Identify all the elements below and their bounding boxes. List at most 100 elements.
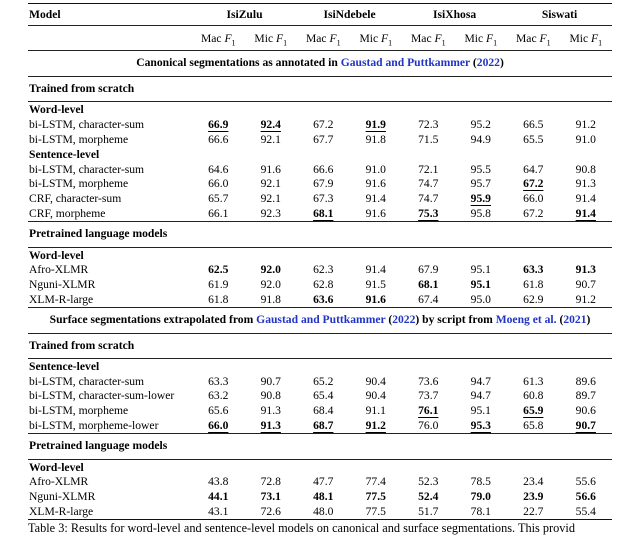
score-cell: 95.5	[470, 162, 491, 176]
score-cell: 66.0	[208, 418, 229, 432]
f1-symbol: F	[381, 31, 389, 45]
subhead-row: Sentence-level	[28, 359, 612, 375]
score-cell: 67.7	[313, 132, 334, 146]
score-cell: 65.4	[313, 389, 334, 403]
model-label: bi-LSTM, character-sum	[29, 117, 145, 131]
score-cell: 66.6	[208, 132, 229, 146]
score-cell: 91.8	[260, 292, 281, 306]
section-band-text: (	[470, 56, 477, 70]
score-cell: 48.1	[313, 490, 334, 504]
score-cell: 67.2	[313, 117, 334, 131]
score-cell: 90.4	[365, 374, 386, 388]
column-header-mic-f1: Mic F1	[254, 31, 288, 47]
column-header-mic-f1: Mic F1	[464, 31, 498, 47]
score-cell: 95.2	[470, 117, 491, 131]
score-cell: 77.5	[365, 504, 386, 518]
table-row: Afro-XLMR 43.8 72.8 47.7 77.4 52.3 78.5 23.4 55.…	[28, 475, 612, 490]
group-subheading: Word-level	[29, 248, 84, 262]
model-label: XLM-R-large	[29, 504, 94, 518]
subhead-row: Word-level	[28, 459, 612, 475]
score-cell: 63.2	[208, 389, 229, 403]
table-figure: Model IsiZulu IsiNdebele IsiXhosa Siswati Mac…	[28, 3, 613, 521]
citation-link[interactable]: Gaustad and Puttkammer	[340, 56, 470, 70]
model-label: Afro-XLMR	[29, 475, 89, 489]
column-header-language-isizulu: IsiZulu	[226, 8, 263, 21]
table-row: bi-LSTM, morpheme 66.0 92.1 67.9 91.6 74.7 95.…	[28, 177, 612, 192]
column-header-mac-f1: Mac F1	[305, 31, 341, 47]
model-label: bi-LSTM, character-sum	[29, 162, 145, 176]
column-header-mac-f1: Mac F1	[516, 31, 551, 47]
score-cell: 91.4	[365, 263, 386, 277]
score-cell: 91.8	[365, 132, 386, 146]
score-cell: 64.6	[208, 162, 229, 176]
score-cell: 65.7	[208, 191, 229, 205]
score-cell: 62.5	[208, 263, 229, 277]
section-band: Surface segmentations extrapolated from …	[28, 308, 612, 334]
score-cell: 92.0	[260, 263, 281, 277]
score-cell: 91.6	[365, 177, 386, 191]
score-cell: 68.1	[313, 206, 334, 220]
score-cell: 91.6	[365, 292, 386, 306]
score-cell: 95.1	[470, 263, 491, 277]
score-cell: 91.9	[365, 117, 386, 131]
section-band-text: )	[499, 56, 504, 70]
group-subheading: Word-level	[29, 103, 84, 117]
score-cell: 65.8	[523, 418, 544, 432]
citation-link[interactable]: Moeng et al.	[495, 313, 557, 327]
score-cell: 95.7	[470, 177, 491, 191]
citation-link[interactable]: 2022	[476, 56, 500, 70]
score-cell: 61.9	[208, 277, 229, 291]
score-cell: 63.3	[523, 263, 544, 277]
score-cell: 77.5	[365, 490, 386, 504]
score-cell: 68.1	[418, 277, 439, 291]
f1-symbol: F	[329, 31, 337, 45]
table-header: Model IsiZulu IsiNdebele IsiXhosa Siswati Mac…	[28, 4, 613, 51]
model-label: bi-LSTM, morpheme	[29, 132, 129, 146]
group-subheading: Sentence-level	[29, 360, 100, 374]
citation-link[interactable]: 2022	[392, 313, 416, 327]
band-center-row: Canonical segmentations as annotated in …	[28, 50, 613, 77]
citation-link[interactable]: 2021	[563, 313, 587, 327]
f1-symbol: F	[591, 31, 599, 45]
subsection-band: Pretrained language models	[29, 439, 168, 453]
section-band-text: Surface segmentations extrapolated from	[49, 313, 257, 327]
score-cell: 95.3	[470, 418, 491, 432]
band-left-row: Trained from scratch	[28, 76, 613, 102]
score-cell: 91.2	[575, 117, 596, 131]
citation-link[interactable]: Gaustad and Puttkammer	[256, 313, 386, 327]
score-cell: 95.1	[470, 277, 491, 291]
model-label: Nguni-XLMR	[29, 490, 96, 504]
score-cell: 91.6	[365, 206, 386, 220]
score-cell: 23.9	[523, 490, 544, 504]
score-cell: 61.8	[208, 292, 229, 306]
model-label: bi-LSTM, morpheme	[29, 177, 129, 191]
column-header-mic-f1: Mic F1	[359, 31, 393, 47]
score-cell: 66.9	[208, 117, 229, 131]
score-cell: 89.7	[575, 389, 596, 403]
subhead-row: Word-level	[28, 247, 612, 263]
score-cell: 76.1	[418, 404, 439, 418]
score-cell: 91.3	[260, 418, 281, 432]
f1-symbol: F	[224, 31, 232, 45]
score-cell: 56.6	[575, 490, 596, 504]
score-cell: 95.9	[470, 191, 491, 205]
score-cell: 91.4	[365, 191, 386, 205]
score-cell: 66.6	[313, 162, 334, 176]
score-cell: 72.8	[260, 475, 281, 489]
score-cell: 71.5	[418, 132, 439, 146]
score-cell: 64.7	[523, 162, 544, 176]
score-cell: 72.1	[418, 162, 439, 176]
column-header-language-siswati: Siswati	[541, 8, 578, 21]
score-cell: 62.8	[313, 277, 334, 291]
model-label: bi-LSTM, character-sum-lower	[29, 389, 175, 403]
model-label: CRF, morpheme	[29, 206, 106, 220]
score-cell: 91.1	[365, 404, 386, 418]
score-cell: 43.8	[208, 475, 229, 489]
score-cell: 91.4	[575, 206, 596, 220]
score-cell: 91.6	[260, 162, 281, 176]
score-cell: 55.4	[575, 504, 596, 518]
table-row: CRF, character-sum 65.7 92.1 67.3 91.4 74.7 95…	[28, 192, 612, 207]
section-band-text: (	[385, 313, 393, 327]
score-cell: 78.1	[470, 504, 491, 518]
table-row: bi-LSTM, morpheme-lower 66.0 91.3 68.7 91.2 7…	[28, 419, 612, 434]
